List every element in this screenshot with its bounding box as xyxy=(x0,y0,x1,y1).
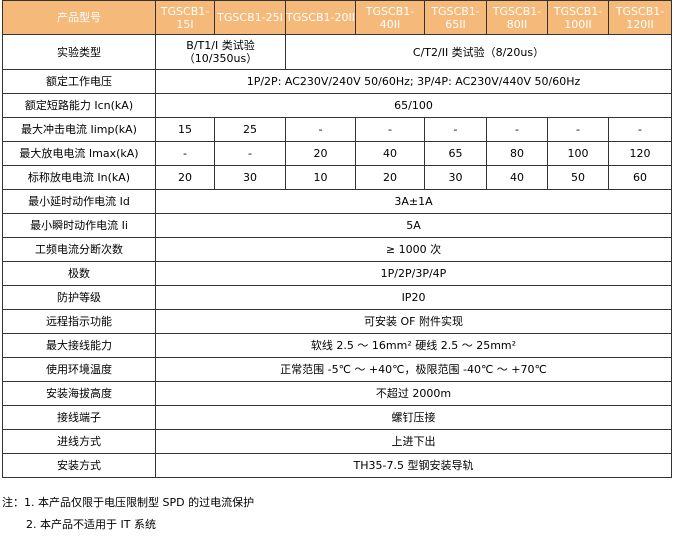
table-row: 最大接线能力 软线 2.5 ～ 16mm² 硬线 2.5 ～ 25mm² xyxy=(2,333,672,358)
note-2: 2. 本产品不适用于 IT 系统 xyxy=(26,518,156,531)
row-label: 标称放电电流 In(kA) xyxy=(2,165,156,190)
cell: C/T2/II 类试验（8/20us） xyxy=(285,34,672,70)
cell: 20 xyxy=(285,141,356,166)
note-1: 注：1. 本产品仅限于电压限制型 SPD 的过电流保护 xyxy=(2,496,255,509)
model-65II: TGSCB1-65II xyxy=(424,0,487,35)
cell: - xyxy=(547,117,609,142)
cell: 60 xyxy=(608,165,672,190)
row-label: 安装方式 xyxy=(2,453,156,478)
cell: 1P/2P/3P/4P xyxy=(155,261,672,286)
row-label: 极数 xyxy=(2,261,156,286)
cell: 65 xyxy=(424,141,487,166)
spec-table: 产品型号 TGSCB1-15I TGSCB1-25I TGSCB1-20II T… xyxy=(2,0,672,478)
cell: 3A±1A xyxy=(155,189,672,214)
cell: 正常范围 -5℃ ～ +40℃，极限范围 -40℃ ～ +70℃ xyxy=(155,357,672,382)
model-20II: TGSCB1-20II xyxy=(285,0,356,35)
cell: 65/100 xyxy=(155,93,672,118)
row-label: 额定短路能力 Icn(kA) xyxy=(2,93,156,118)
cell: - xyxy=(155,141,215,166)
model-80II: TGSCB1-80II xyxy=(486,0,548,35)
cell: 不超过 2000m xyxy=(155,381,672,406)
cell: B/T1/I 类试验（10/350us） xyxy=(155,34,286,70)
cell: 30 xyxy=(424,165,487,190)
row-label: 最小瞬时动作电流 Ii xyxy=(2,213,156,238)
table-row: 最小瞬时动作电流 Ii 5A xyxy=(2,213,672,238)
cell: 1P/2P: AC230V/240V 50/60Hz; 3P/4P: AC230… xyxy=(155,69,672,94)
cell: 40 xyxy=(486,165,548,190)
table-row: 最大放电电流 Imax(kA) - -20 40 65 80 100 120 xyxy=(2,141,672,166)
cell: 20 xyxy=(155,165,215,190)
cell: IP20 xyxy=(155,285,672,310)
header-row: 产品型号 TGSCB1-15I TGSCB1-25I TGSCB1-20II T… xyxy=(2,0,672,35)
cell: 100 xyxy=(547,141,609,166)
cell: ≥ 1000 次 xyxy=(155,237,672,262)
row-label: 额定工作电压 xyxy=(2,69,156,94)
row-label: 使用环境温度 xyxy=(2,357,156,382)
table-row: 安装海拔高度 不超过 2000m xyxy=(2,381,672,406)
cell: 120 xyxy=(608,141,672,166)
row-label: 远程指示功能 xyxy=(2,309,156,334)
cell: 15 xyxy=(155,117,215,142)
cell: - xyxy=(424,117,487,142)
cell: 10 xyxy=(285,165,356,190)
table-row: 实验类型 B/T1/I 类试验（10/350us） C/T2/II 类试验（8/… xyxy=(2,34,672,70)
model-100II: TGSCB1-100II xyxy=(547,0,609,35)
cell: 40 xyxy=(355,141,425,166)
cell: 螺钉压接 xyxy=(155,405,672,430)
cell: 25 xyxy=(214,117,286,142)
table-row: 远程指示功能 可安装 OF 附件实现 xyxy=(2,309,672,334)
cell: 可安装 OF 附件实现 xyxy=(155,309,672,334)
row-label: 安装海拔高度 xyxy=(2,381,156,406)
table-row: 安装方式 TH35-7.5 型钢安装导轨 xyxy=(2,453,672,478)
cell: 30 xyxy=(214,165,286,190)
row-label: 最大冲击电流 Iimp(kA) xyxy=(2,117,156,142)
cell: 80 xyxy=(486,141,548,166)
table-row: 最大冲击电流 Iimp(kA) 15 25- - - - - - xyxy=(2,117,672,142)
row-label: 最大放电电流 Imax(kA) xyxy=(2,141,156,166)
row-label: 最小延时动作电流 Id xyxy=(2,189,156,214)
row-label: 进线方式 xyxy=(2,429,156,454)
row-label: 接线端子 xyxy=(2,405,156,430)
cell: 5A xyxy=(155,213,672,238)
model-40II: TGSCB1-40II xyxy=(355,0,425,35)
table-row: 极数 1P/2P/3P/4P xyxy=(2,261,672,286)
cell: 软线 2.5 ～ 16mm² 硬线 2.5 ～ 25mm² xyxy=(155,333,672,358)
cell: TH35-7.5 型钢安装导轨 xyxy=(155,453,672,478)
model-25I: TGSCB1-25I xyxy=(214,0,286,35)
table-row: 接线端子 螺钉压接 xyxy=(2,405,672,430)
row-label: 防护等级 xyxy=(2,285,156,310)
table-row: 进线方式 上进下出 xyxy=(2,429,672,454)
cell: 20 xyxy=(355,165,425,190)
cell: 上进下出 xyxy=(155,429,672,454)
cell: - xyxy=(355,117,425,142)
header-label: 产品型号 xyxy=(2,0,156,35)
table-row: 额定短路能力 Icn(kA) 65/100 xyxy=(2,93,672,118)
cell: - xyxy=(486,117,548,142)
notes: 注：1. 本产品仅限于电压限制型 SPD 的过电流保护 2. 本产品不适用于 I… xyxy=(2,492,254,536)
table-row: 最小延时动作电流 Id 3A±1A xyxy=(2,189,672,214)
cell: 50 xyxy=(547,165,609,190)
table-row: 额定工作电压 1P/2P: AC230V/240V 50/60Hz; 3P/4P:… xyxy=(2,69,672,94)
cell: - xyxy=(608,117,672,142)
cell: - xyxy=(285,117,356,142)
row-label: 实验类型 xyxy=(2,34,156,70)
table-row: 标称放电电流 In(kA) 20 30 10 20 30 40 50 60 xyxy=(2,165,672,190)
row-label: 工频电流分断次数 xyxy=(2,237,156,262)
table-row: 防护等级 IP20 xyxy=(2,285,672,310)
table-row: 工频电流分断次数 ≥ 1000 次 xyxy=(2,237,672,262)
model-120II: TGSCB1-120II xyxy=(608,0,672,35)
model-15I: TGSCB1-15I xyxy=(155,0,215,35)
table-row: 使用环境温度 正常范围 -5℃ ～ +40℃，极限范围 -40℃ ～ +70℃ xyxy=(2,357,672,382)
row-label: 最大接线能力 xyxy=(2,333,156,358)
cell: - xyxy=(214,141,286,166)
